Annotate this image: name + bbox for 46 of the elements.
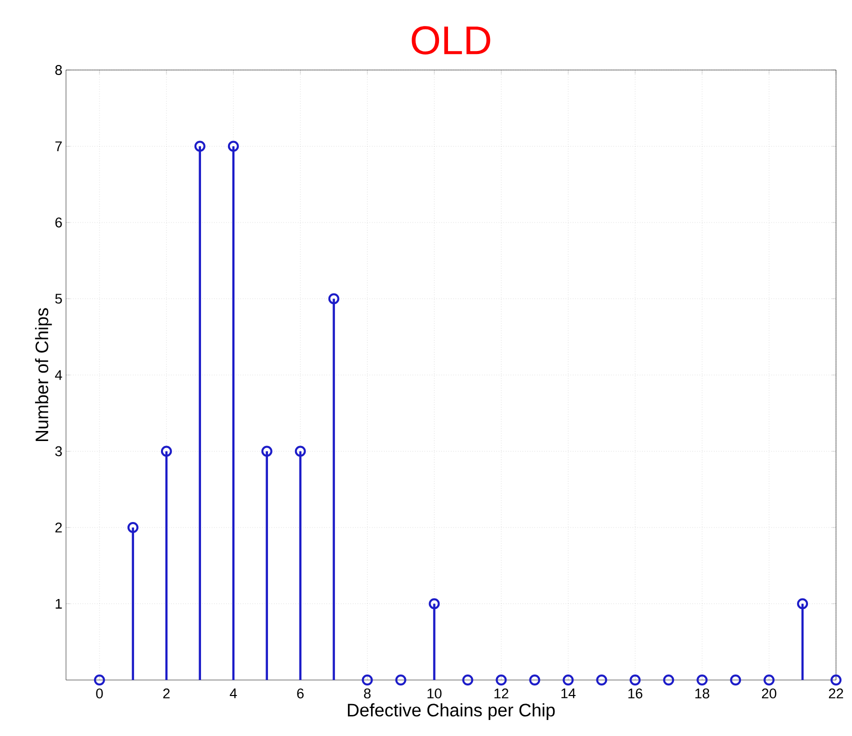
point	[362, 674, 373, 686]
y-tick-label: 1	[56, 598, 62, 609]
x-tick-label: 8	[364, 688, 371, 698]
point	[328, 293, 340, 304]
point	[764, 674, 775, 686]
y-tick-label: 6	[55, 218, 62, 228]
x-tick-label: 14	[561, 688, 576, 698]
y-tick-label: 4	[55, 370, 62, 380]
point	[462, 674, 474, 686]
chart-title: OLD	[412, 26, 490, 54]
point	[730, 674, 742, 686]
y-tick-label: 2	[55, 522, 62, 532]
y-tick-label: 7	[55, 141, 62, 152]
point	[529, 674, 540, 686]
y-tick-label: 3	[55, 446, 62, 456]
point	[830, 674, 842, 686]
x-tick-label: 10	[428, 688, 442, 698]
point	[127, 522, 138, 533]
y-tick-label: 5	[55, 294, 62, 304]
point	[496, 674, 507, 686]
point	[160, 446, 172, 457]
x-tick-label: 16	[628, 688, 642, 698]
point	[663, 674, 674, 686]
point	[194, 140, 206, 152]
point	[94, 674, 105, 686]
point	[696, 674, 708, 686]
x-tick-label: 12	[494, 688, 508, 698]
point	[630, 674, 641, 686]
point	[261, 446, 272, 457]
x-tick-label: 0	[96, 688, 103, 698]
x-tick-label: 20	[762, 688, 776, 698]
point	[294, 446, 306, 457]
y-tick-label: 8	[55, 65, 62, 75]
point	[797, 598, 808, 610]
x-axis-title: Defective Chains per Chip	[348, 703, 555, 720]
point	[395, 674, 406, 686]
x-tick-label: 18	[695, 688, 710, 698]
point	[228, 140, 239, 152]
x-tick-label: 4	[230, 688, 237, 698]
point	[596, 674, 608, 686]
x-tick-label: 2	[163, 688, 170, 698]
point	[562, 674, 574, 686]
point	[428, 598, 440, 610]
y-axis-title: Number of Chips	[35, 308, 52, 442]
x-tick-label: 22	[828, 688, 844, 698]
x-tick-label: 6	[297, 688, 304, 698]
